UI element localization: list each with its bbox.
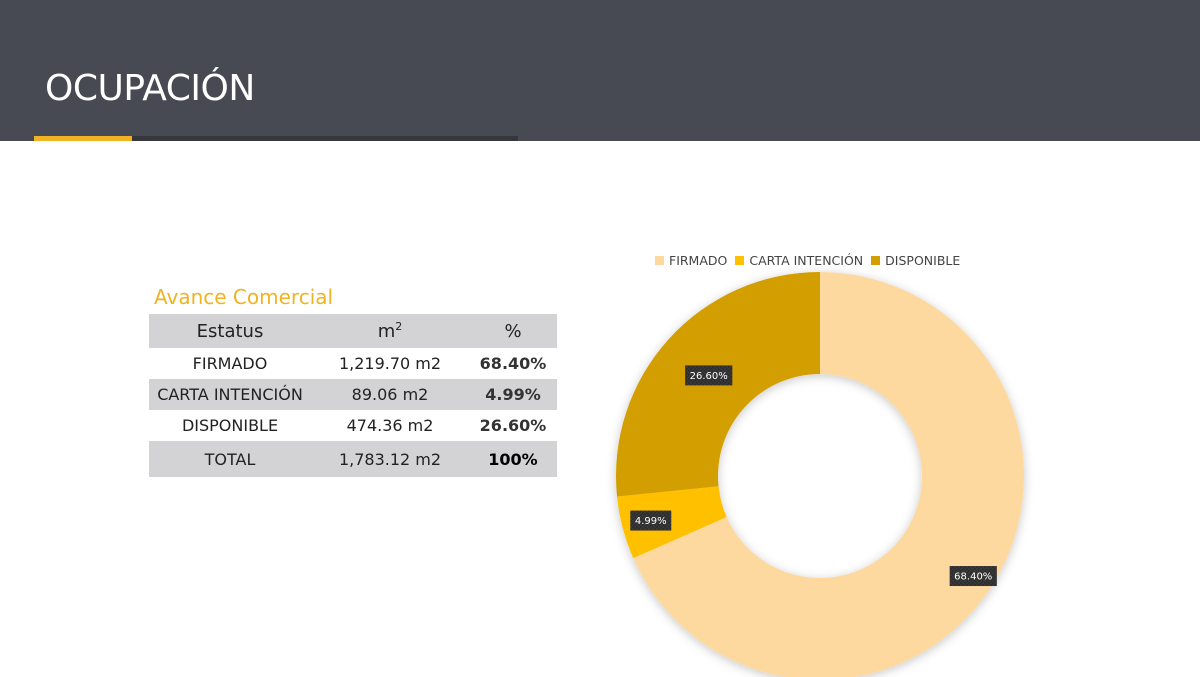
donut-chart: 68.40% 4.99% 26.60%	[616, 272, 1024, 677]
data-label-text: 68.40%	[954, 572, 992, 583]
status-cell: FIRMADO	[192, 354, 268, 373]
status-table: Estatus m2 % FIRMADO 1,219.70 m2 68.40% …	[149, 314, 557, 477]
area-cell: 474.36 m2	[346, 416, 434, 435]
legend-swatch	[871, 256, 881, 265]
area-cell: 1,783.12 m2	[338, 449, 442, 469]
col-header-percent: %	[504, 320, 522, 342]
area-cell: 89.06 m2	[351, 385, 429, 404]
data-label-text: 4.99%	[635, 516, 667, 527]
legend-label: DISPONIBLE	[885, 253, 961, 268]
percent-cell: 68.40%	[479, 354, 547, 373]
table-row: FIRMADO 1,219.70 m2 68.40%	[149, 348, 557, 379]
data-label: 68.40%	[949, 566, 997, 587]
status-cell: TOTAL	[204, 449, 256, 469]
data-label-box	[630, 510, 672, 531]
data-label-box	[685, 365, 733, 386]
percent-cell: 100%	[488, 449, 538, 469]
donut-slice	[633, 272, 1024, 677]
legend-item: DISPONIBLE	[871, 253, 960, 268]
legend-swatch	[735, 256, 745, 265]
data-label-box	[949, 566, 997, 587]
title-underline-accent	[34, 136, 132, 141]
chart-legend: FIRMADO CARTA INTENCIÓN DISPONIBLE	[655, 253, 960, 268]
area-cell: 1,219.70 m2	[338, 354, 442, 373]
table-title: Avance Comercial	[154, 285, 334, 309]
status-cell: DISPONIBLE	[181, 416, 279, 435]
col-header-status: Estatus	[196, 320, 264, 342]
legend-label: FIRMADO	[669, 253, 728, 268]
table-row: CARTA INTENCIÓN 89.06 m2 4.99%	[149, 379, 557, 410]
table-header-row: Estatus m2 %	[149, 314, 557, 348]
table-total-row: TOTAL 1,783.12 m2 100%	[149, 441, 557, 477]
squared-superscript: 2	[395, 320, 403, 333]
donut-slice	[617, 486, 727, 559]
col-header-area: m2	[377, 320, 403, 342]
percent-cell: 26.60%	[479, 416, 547, 435]
legend-item: FIRMADO	[655, 253, 727, 268]
page-title: OCUPACIÓN	[45, 68, 255, 109]
legend-label: CARTA INTENCIÓN	[749, 253, 864, 268]
legend-swatch	[655, 256, 664, 265]
data-label: 4.99%	[630, 510, 672, 531]
title-underline	[34, 136, 518, 141]
header-bar	[0, 0, 1200, 141]
table-row: DISPONIBLE 474.36 m2 26.60%	[149, 410, 557, 441]
percent-cell: 4.99%	[485, 385, 541, 404]
legend-item: CARTA INTENCIÓN	[735, 253, 863, 268]
data-label: 26.60%	[685, 365, 733, 386]
status-cell: CARTA INTENCIÓN	[157, 385, 303, 404]
data-label-text: 26.60%	[690, 371, 728, 382]
